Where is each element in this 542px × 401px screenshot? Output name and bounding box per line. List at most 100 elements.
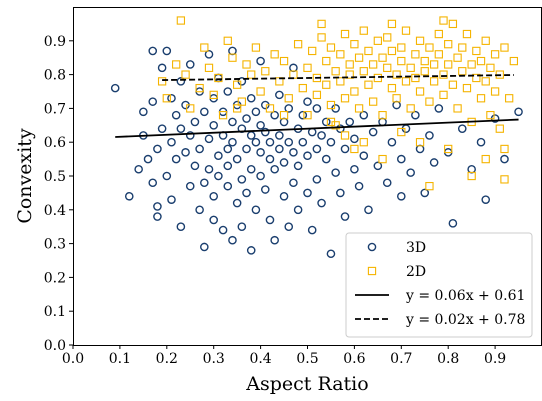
point-3d — [303, 97, 312, 106]
point-3d — [200, 178, 209, 188]
point-2d — [326, 117, 336, 127]
point-2d — [411, 73, 420, 83]
point-2d — [209, 90, 218, 100]
point-2d — [195, 83, 204, 93]
point-3d — [260, 185, 270, 194]
point-3d — [214, 73, 223, 83]
point-2d — [350, 144, 359, 154]
point-3d — [275, 131, 284, 140]
point-3d — [242, 144, 251, 154]
point-3d — [256, 148, 265, 157]
point-3d — [176, 222, 186, 231]
point-2d — [505, 94, 514, 103]
point-3d — [209, 215, 218, 225]
point-3d — [345, 117, 355, 127]
point-3d — [223, 181, 233, 191]
point-3d — [246, 246, 256, 255]
fit-line-3d — [115, 118, 519, 138]
point-3d — [298, 110, 308, 120]
point-2d — [406, 63, 415, 72]
point-3d — [176, 77, 186, 86]
point-3d — [514, 107, 523, 117]
legend-marker-2d — [367, 266, 377, 276]
point-2d — [354, 104, 364, 113]
legend-label: 3D — [406, 240, 426, 256]
point-2d — [481, 36, 490, 45]
point-3d — [195, 205, 204, 215]
point-2d — [340, 94, 350, 103]
point-2d — [237, 97, 246, 106]
point-2d — [495, 124, 504, 133]
point-2d — [326, 100, 336, 110]
point-3d — [134, 164, 143, 174]
point-3d — [500, 154, 509, 164]
point-3d — [284, 222, 294, 231]
point-3d — [284, 104, 294, 113]
point-3d — [354, 181, 364, 191]
point-3d — [153, 144, 162, 154]
point-2d — [369, 60, 378, 69]
point-2d — [486, 111, 495, 120]
point-2d — [336, 50, 345, 59]
point-2d — [411, 50, 420, 59]
point-3d — [457, 124, 467, 133]
point-3d — [340, 144, 350, 154]
point-2d — [415, 138, 425, 147]
y-tick-label: 0.5 — [44, 169, 66, 185]
points-layer — [110, 16, 523, 259]
point-2d — [364, 46, 373, 56]
point-2d — [214, 73, 223, 83]
point-3d — [139, 107, 148, 117]
y-tick-label: 0.8 — [44, 68, 66, 84]
point-2d — [364, 80, 373, 89]
point-3d — [312, 144, 322, 154]
point-2d — [233, 80, 242, 89]
point-2d — [444, 144, 453, 154]
x-tick-label: 0.9 — [484, 351, 506, 367]
point-3d — [185, 60, 195, 69]
point-3d — [143, 154, 153, 164]
point-2d — [354, 53, 364, 62]
point-2d — [373, 36, 382, 45]
legend-marker-3d — [367, 242, 377, 252]
point-3d — [228, 137, 237, 147]
point-2d — [420, 67, 429, 76]
point-3d — [171, 154, 181, 164]
point-2d — [322, 80, 331, 89]
point-3d — [476, 137, 486, 147]
point-3d — [167, 137, 176, 147]
point-2d — [392, 94, 401, 103]
point-2d — [462, 29, 472, 39]
x-tick-label: 0.5 — [296, 351, 318, 367]
point-3d — [298, 137, 308, 147]
point-2d — [251, 43, 261, 52]
point-2d — [397, 43, 406, 52]
point-2d — [261, 67, 270, 76]
point-2d — [200, 43, 209, 52]
legend-box — [345, 232, 533, 338]
point-2d — [298, 83, 307, 93]
point-2d — [172, 60, 181, 69]
point-3d — [420, 188, 430, 198]
y-tick-label: 0.9 — [44, 34, 66, 50]
point-2d — [378, 53, 387, 62]
point-3d — [204, 164, 214, 174]
point-2d — [509, 56, 519, 66]
point-3d — [148, 46, 158, 56]
point-3d — [481, 195, 491, 204]
point-3d — [270, 110, 279, 120]
point-3d — [392, 100, 401, 110]
legend: 3D 2D y = 0.06x + 0.61 y = 0.02x + 0.78 — [345, 232, 533, 338]
point-3d — [176, 124, 186, 133]
point-2d — [228, 53, 237, 62]
point-2d — [204, 63, 214, 72]
point-3d — [350, 134, 359, 144]
x-tick-label: 0.0 — [62, 351, 84, 367]
point-3d — [270, 235, 279, 245]
point-3d — [429, 158, 439, 167]
y-tick-label: 0.1 — [44, 304, 66, 320]
point-2d — [312, 90, 322, 100]
point-3d — [312, 104, 322, 113]
legend-label: y = 0.02x + 0.78 — [405, 312, 525, 328]
point-3d — [148, 178, 158, 188]
